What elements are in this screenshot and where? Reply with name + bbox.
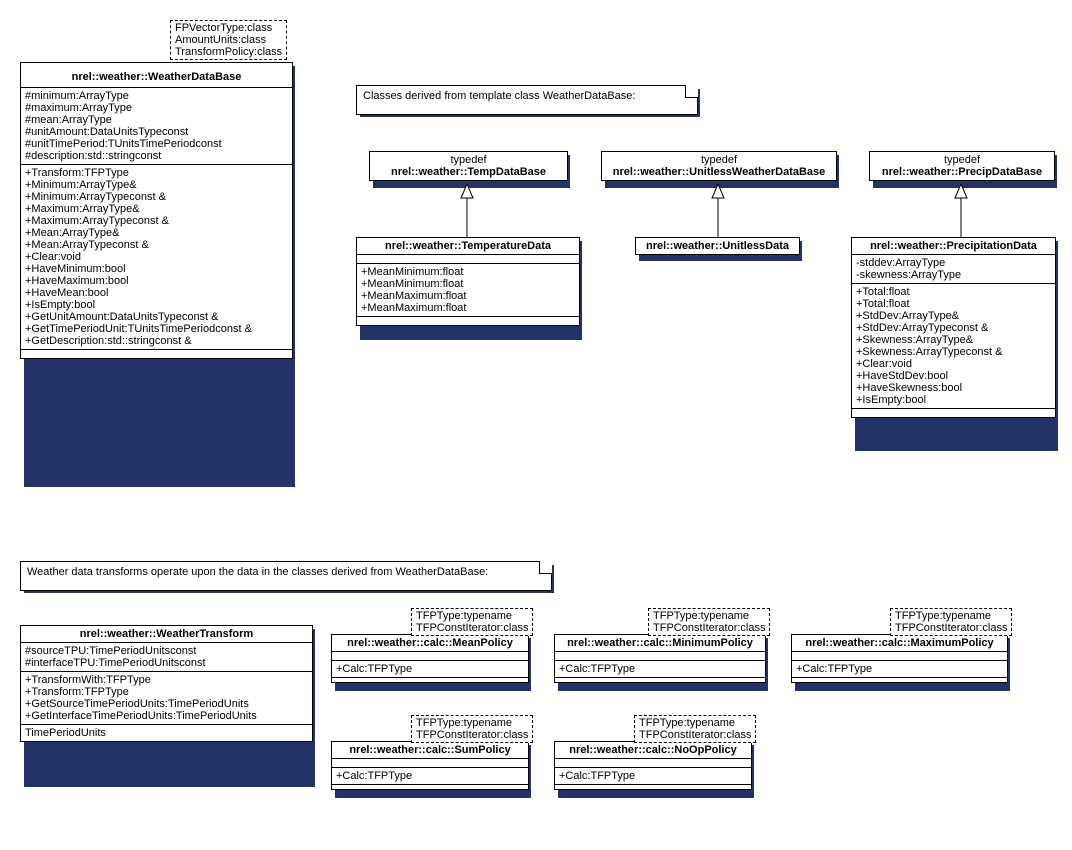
class-unitlessweatherdatabase: typedef nrel::weather::UnitlessWeatherDa… (601, 151, 837, 181)
class-minimumpolicy: nrel::weather::calc::MinimumPolicy +Calc… (554, 634, 766, 683)
tparams-weatherdatabase: FPVectorType:class AmountUnits:class Tra… (170, 20, 287, 60)
class-nooppolicy: nrel::weather::calc::NoOpPolicy +Calc:TF… (554, 741, 752, 790)
note-transforms: Weather data transforms operate upon the… (20, 561, 552, 591)
arrow-precipdata (951, 184, 971, 238)
class-tempdatabase: typedef nrel::weather::TempDataBase (369, 151, 568, 181)
ops: +TransformWith:TFPType +Transform:TFPTyp… (21, 672, 312, 725)
class-sumpolicy: nrel::weather::calc::SumPolicy +Calc:TFP… (331, 741, 529, 790)
attrs: #minimum:ArrayType #maximum:ArrayType #m… (21, 88, 292, 165)
ops: +MeanMinimum:float +MeanMinimum:float +M… (357, 264, 579, 317)
class-meanpolicy: nrel::weather::calc::MeanPolicy +Calc:TF… (331, 634, 529, 683)
tparams-minimumpolicy: TFPType:typename TFPConstIterator:class (648, 608, 770, 636)
tparams-nooppolicy: TFPType:typename TFPConstIterator:class (634, 715, 756, 743)
attrs: -stddev:ArrayType -skewness:ArrayType (852, 255, 1055, 284)
ops: +Total:float +Total:float +StdDev:ArrayT… (852, 284, 1055, 409)
ops: +Transform:TFPType +Minimum:ArrayType& +… (21, 165, 292, 350)
class-precipitationdata: nrel::weather::PrecipitationData -stddev… (851, 237, 1056, 418)
arrow-unitlessdata (708, 184, 728, 238)
tparams-sumpolicy: TFPType:typename TFPConstIterator:class (411, 715, 533, 743)
attrs: #sourceTPU:TimePeriodUnitsconst #interfa… (21, 643, 312, 672)
class-weathertransform: nrel::weather::WeatherTransform #sourceT… (20, 625, 313, 742)
extra: TimePeriodUnits (21, 725, 312, 741)
class-title: nrel::weather::WeatherDataBase (21, 63, 292, 88)
class-weatherdatabase: nrel::weather::WeatherDataBase #minimum:… (20, 62, 293, 359)
class-maximumpolicy: nrel::weather::calc::MaximumPolicy +Calc… (791, 634, 1008, 683)
class-precipdatabase: typedef nrel::weather::PrecipDataBase (869, 151, 1055, 181)
arrow-tempdata (457, 184, 477, 238)
tparams-meanpolicy: TFPType:typename TFPConstIterator:class (411, 608, 533, 636)
tparams-maximumpolicy: TFPType:typename TFPConstIterator:class (890, 608, 1012, 636)
class-temperaturedata: nrel::weather::TemperatureData +MeanMini… (356, 237, 580, 326)
class-unitlessdata: nrel::weather::UnitlessData (635, 237, 800, 255)
note-derived-classes: Classes derived from template class Weat… (356, 85, 698, 115)
